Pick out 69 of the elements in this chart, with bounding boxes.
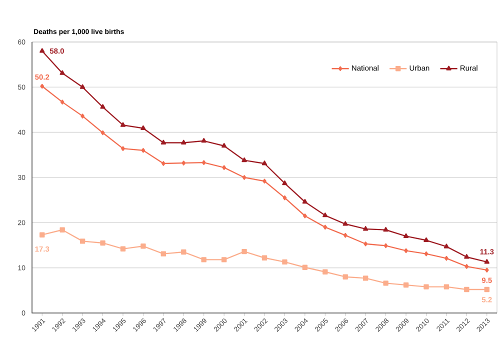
point	[160, 140, 166, 144]
point	[242, 157, 247, 162]
point	[302, 264, 308, 270]
point	[222, 165, 226, 170]
point	[343, 232, 348, 238]
point	[100, 104, 106, 109]
point	[182, 160, 186, 166]
point	[262, 178, 266, 184]
point	[40, 232, 45, 238]
point	[140, 125, 146, 130]
point	[140, 244, 146, 249]
point	[424, 251, 428, 256]
point	[364, 241, 368, 246]
point	[384, 243, 388, 248]
point	[342, 274, 348, 280]
point	[362, 276, 368, 281]
point	[383, 226, 388, 232]
point	[40, 84, 44, 89]
point	[40, 48, 45, 53]
point	[221, 257, 227, 262]
point	[201, 138, 206, 143]
point	[160, 251, 166, 256]
point	[464, 286, 470, 292]
point	[403, 233, 409, 238]
point	[362, 226, 368, 231]
point	[424, 237, 429, 242]
point	[100, 240, 106, 246]
point	[121, 146, 125, 151]
point	[100, 130, 105, 136]
point	[60, 227, 65, 232]
point	[404, 248, 408, 254]
point	[282, 180, 288, 186]
point	[322, 212, 328, 218]
point	[242, 248, 247, 254]
point	[444, 256, 448, 261]
point	[201, 257, 206, 262]
point	[80, 238, 86, 244]
point	[181, 249, 186, 255]
point	[161, 161, 166, 166]
point	[444, 244, 450, 248]
point	[120, 122, 126, 127]
point	[242, 175, 246, 180]
point	[282, 259, 288, 265]
point	[464, 254, 470, 259]
point	[302, 198, 308, 204]
point	[221, 142, 227, 148]
point	[302, 213, 307, 218]
point	[424, 284, 429, 290]
point	[484, 259, 490, 264]
point	[202, 160, 206, 165]
point	[444, 284, 450, 290]
point	[80, 114, 85, 118]
point	[322, 269, 328, 274]
point	[484, 286, 490, 292]
point	[60, 70, 65, 75]
point	[342, 221, 348, 226]
point	[120, 246, 126, 252]
point	[80, 84, 86, 89]
point	[464, 264, 469, 269]
point	[60, 100, 64, 104]
point	[181, 140, 186, 144]
point	[484, 268, 489, 272]
point	[282, 195, 287, 200]
point	[383, 280, 388, 286]
point	[403, 282, 409, 288]
point	[262, 160, 268, 166]
point	[262, 255, 268, 260]
point	[141, 148, 146, 153]
point	[323, 224, 328, 230]
